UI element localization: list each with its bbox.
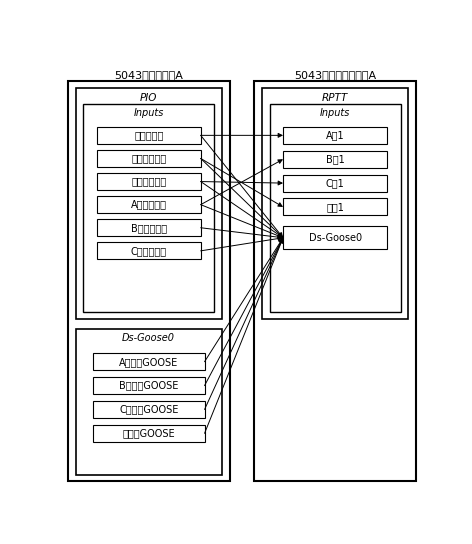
Text: 三相跳闸开入: 三相跳闸开入	[131, 177, 166, 187]
Text: 5043断路器智能终端A: 5043断路器智能终端A	[294, 70, 376, 79]
Bar	[93, 377, 204, 394]
Text: C相跳闸GOOSE: C相跳闸GOOSE	[119, 405, 178, 415]
Bar	[76, 88, 222, 319]
Text: Inputs: Inputs	[134, 108, 164, 118]
Text: A相跳闸GOOSE: A相跳闸GOOSE	[119, 357, 178, 367]
Bar	[97, 196, 201, 213]
Text: A跳1: A跳1	[326, 131, 345, 140]
Bar	[97, 243, 201, 259]
Text: 5043断路器保护A: 5043断路器保护A	[114, 70, 183, 79]
Bar	[270, 104, 401, 312]
Text: C跳1: C跳1	[326, 178, 345, 188]
Bar	[283, 226, 387, 249]
Bar	[93, 401, 204, 418]
Text: 重合闸GOOSE: 重合闸GOOSE	[122, 428, 175, 438]
Bar	[97, 173, 201, 190]
Text: PIO: PIO	[140, 92, 158, 103]
Text: B跳1: B跳1	[326, 154, 345, 164]
Bar	[83, 104, 214, 312]
Bar	[76, 329, 222, 475]
Bar	[262, 88, 408, 319]
Bar	[283, 175, 387, 191]
Bar	[97, 150, 201, 167]
Text: RPTT: RPTT	[322, 92, 348, 103]
Bar	[254, 81, 416, 481]
Text: C相跳闸位置: C相跳闸位置	[131, 246, 167, 256]
Bar	[97, 127, 201, 144]
Text: B相跳闸GOOSE: B相跳闸GOOSE	[119, 381, 178, 391]
Bar	[97, 219, 201, 236]
Bar	[68, 81, 229, 481]
Bar	[283, 151, 387, 168]
Bar	[283, 127, 387, 144]
Text: 重合闸压力低: 重合闸压力低	[131, 153, 166, 163]
Text: B相跳闸位置: B相跳闸位置	[131, 222, 167, 233]
Text: 重合1: 重合1	[326, 202, 344, 212]
Bar	[93, 425, 204, 442]
Bar	[283, 199, 387, 215]
Text: Ds-Goose0: Ds-Goose0	[309, 233, 362, 243]
Bar	[93, 353, 204, 370]
Text: Inputs: Inputs	[320, 108, 350, 118]
Text: 闭锁重合闸: 闭锁重合闸	[134, 131, 163, 140]
Text: A相跳闸位置: A相跳闸位置	[131, 200, 167, 209]
Text: Ds-Goose0: Ds-Goose0	[122, 333, 175, 343]
